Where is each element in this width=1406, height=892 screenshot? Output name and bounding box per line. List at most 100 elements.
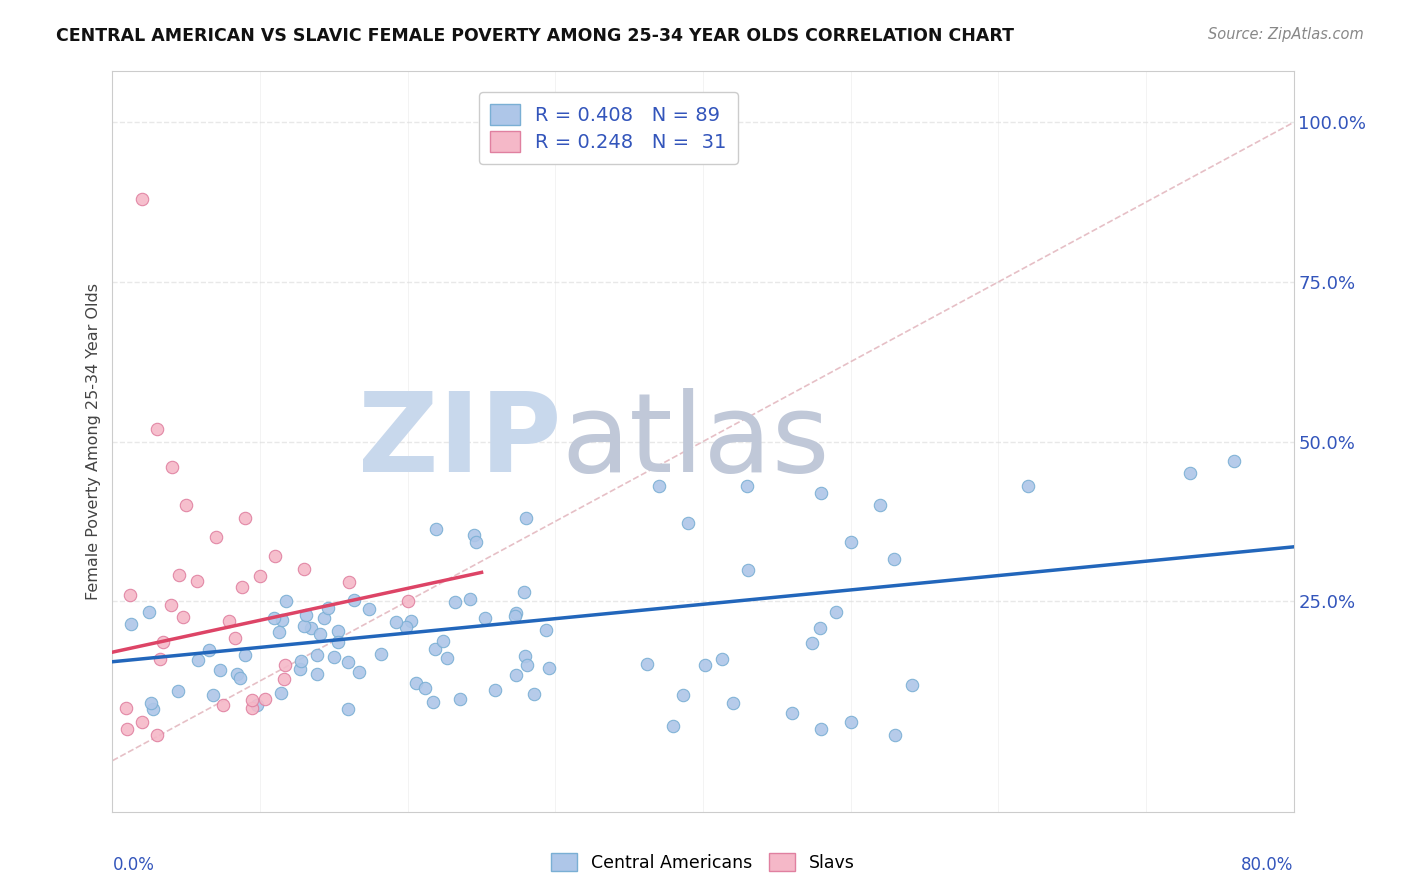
Point [305, 667, 328, 681]
Point [212, 698, 235, 712]
Point [316, 600, 339, 615]
Point [231, 580, 253, 594]
Point [294, 608, 316, 623]
Point [449, 692, 471, 706]
Point [218, 614, 240, 628]
Point [422, 695, 444, 709]
Point [308, 627, 330, 641]
Point [326, 634, 349, 648]
Point [512, 584, 534, 599]
Point [205, 530, 228, 544]
Point [839, 715, 862, 730]
Point [465, 535, 488, 549]
Point [672, 688, 695, 702]
Point [808, 621, 831, 635]
Point [186, 574, 208, 588]
Point [160, 460, 183, 475]
Point [312, 611, 335, 625]
Point [458, 591, 481, 606]
Point [336, 655, 359, 669]
Point [405, 675, 427, 690]
Point [225, 667, 247, 681]
Point [662, 718, 685, 732]
Point [883, 552, 905, 566]
Point [263, 611, 285, 625]
Point [810, 722, 832, 736]
Point [246, 698, 269, 712]
Text: CENTRAL AMERICAN VS SLAVIC FEMALE POVERTY AMONG 25-34 YEAR OLDS CORRELATION CHAR: CENTRAL AMERICAN VS SLAVIC FEMALE POVERT… [56, 27, 1014, 45]
Point [152, 635, 174, 649]
Point [413, 681, 436, 696]
Point [224, 631, 246, 645]
Point [824, 605, 846, 619]
Point [336, 702, 359, 716]
Point [149, 652, 172, 666]
Point [737, 479, 759, 493]
Point [721, 696, 744, 710]
Point [515, 649, 537, 664]
Point [201, 688, 224, 702]
Point [141, 697, 163, 711]
Point [274, 594, 297, 608]
Point [343, 592, 366, 607]
Point [425, 522, 447, 536]
Point [538, 661, 561, 675]
Point [264, 549, 287, 564]
Point [395, 620, 418, 634]
Point [693, 658, 716, 673]
Point [737, 562, 759, 576]
Point [370, 647, 392, 661]
Point [146, 728, 169, 742]
Point [322, 649, 344, 664]
Point [299, 621, 322, 635]
Point [114, 701, 136, 715]
Point [290, 654, 312, 668]
Point [326, 624, 349, 639]
Point [359, 602, 381, 616]
Point [443, 595, 465, 609]
Point [900, 678, 922, 692]
Point [436, 651, 458, 665]
Point [166, 683, 188, 698]
Point [385, 615, 408, 630]
Point [1017, 479, 1039, 493]
Point [474, 610, 496, 624]
Point [131, 715, 153, 730]
Point [534, 623, 557, 637]
Point [800, 636, 823, 650]
Point [307, 648, 329, 662]
Point [254, 692, 277, 706]
Point [187, 653, 209, 667]
Point [505, 668, 527, 682]
Point [209, 663, 232, 677]
Point [198, 642, 221, 657]
Point [240, 693, 263, 707]
Point [505, 606, 527, 620]
Point [432, 633, 454, 648]
Point [839, 535, 862, 549]
Point [676, 516, 699, 530]
Point [503, 609, 526, 624]
Point [167, 568, 190, 582]
Point [1178, 467, 1201, 481]
Point [270, 686, 292, 700]
Point [515, 511, 537, 525]
Point [869, 499, 891, 513]
Point [636, 657, 658, 672]
Text: 0.0%: 0.0% [112, 856, 155, 874]
Point [131, 192, 153, 206]
Text: ZIP: ZIP [359, 388, 561, 495]
Point [118, 589, 141, 603]
Point [120, 617, 142, 632]
Point [463, 528, 485, 542]
Point [347, 665, 370, 680]
Text: atlas: atlas [561, 388, 830, 495]
Point [516, 657, 538, 672]
Point [710, 652, 733, 666]
Point [1223, 453, 1246, 467]
Point [337, 574, 360, 589]
Point [146, 422, 169, 436]
Point [484, 683, 506, 698]
Point [269, 625, 291, 640]
Point [249, 569, 271, 583]
